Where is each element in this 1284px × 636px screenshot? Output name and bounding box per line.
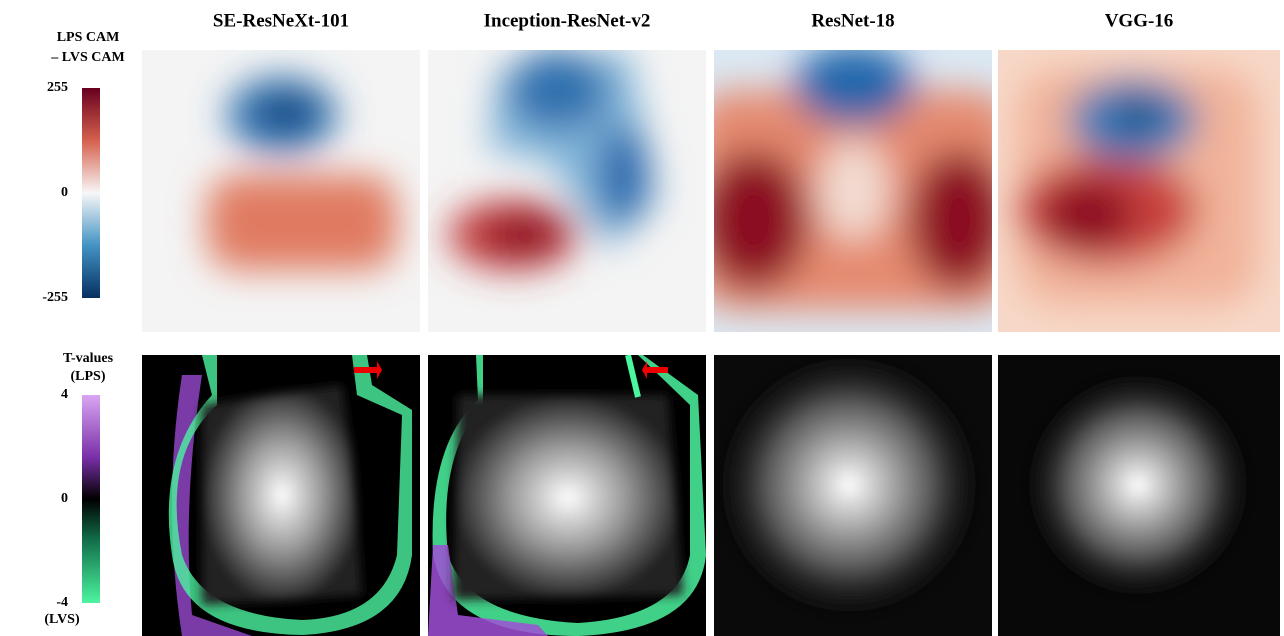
cam-map <box>694 45 1014 332</box>
column-title: SE-ResNeXt-101 <box>213 10 349 31</box>
cam-colorbar <box>82 88 100 298</box>
legend-tick: 0 <box>61 491 68 506</box>
column-title: ResNet-18 <box>811 10 894 31</box>
t-map <box>428 355 706 636</box>
figure: SE-ResNeXt-101 Inception-ResNet-v2 ResNet-… <box>0 0 1284 636</box>
legend-title: – LVS CAM <box>50 50 124 65</box>
t-map <box>709 345 992 636</box>
column-titles: SE-ResNeXt-101 Inception-ResNet-v2 ResNet-… <box>213 10 1173 31</box>
cam-map <box>998 50 1280 332</box>
legend-title: (LPS) <box>71 369 106 384</box>
legend-bottom-label: (LVS) <box>44 612 80 627</box>
legend-tick: 4 <box>61 387 68 402</box>
legend-tick: -4 <box>56 595 68 610</box>
t-map <box>142 355 420 636</box>
cam-map <box>142 50 420 332</box>
legend-tick: 255 <box>47 80 68 95</box>
legend-title: LPS CAM <box>57 30 120 45</box>
t-map <box>998 355 1280 636</box>
legend-title: T-values <box>63 351 114 366</box>
legend-tick: -255 <box>42 290 68 305</box>
legend-tick: 0 <box>61 185 68 200</box>
column-title: Inception-ResNet-v2 <box>484 10 651 31</box>
cam-map <box>428 50 706 332</box>
t-colorbar <box>82 395 100 603</box>
column-title: VGG-16 <box>1105 10 1174 31</box>
